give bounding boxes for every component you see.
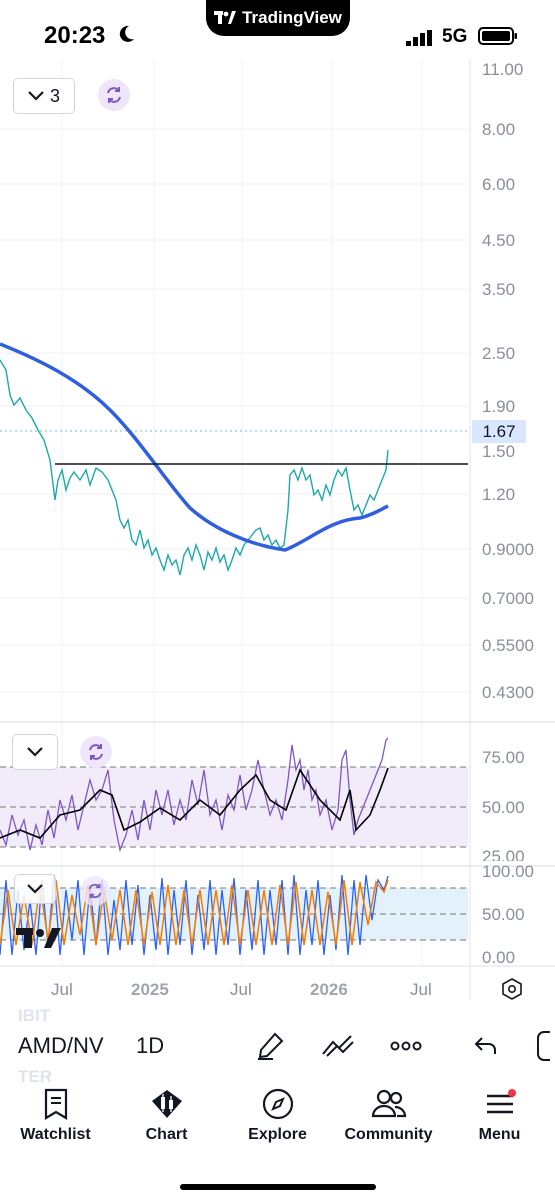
chevron-down-icon xyxy=(28,91,44,101)
interval-selector[interactable]: 1D xyxy=(136,1033,165,1058)
price-axis-label: 2.50 xyxy=(482,344,516,363)
nav-label: Explore xyxy=(248,1126,307,1143)
sync-icon xyxy=(89,744,103,760)
battery-icon xyxy=(478,27,517,45)
chart-icon xyxy=(151,1090,182,1118)
stoch-axis-label: 0.00 xyxy=(482,948,516,967)
price-line xyxy=(0,359,389,576)
rsi-ma-line xyxy=(0,767,389,839)
settings-icon[interactable] xyxy=(500,977,524,1001)
nav-community[interactable]: Community xyxy=(333,1088,444,1158)
layout-count: 3 xyxy=(49,85,60,106)
time-axis-label: Jul xyxy=(230,980,252,999)
time-axis-label: 2026 xyxy=(310,980,348,999)
undo-icon xyxy=(474,1037,496,1054)
fullscreen-icon xyxy=(536,1031,550,1061)
ghost-symbol-above: IBIT xyxy=(18,1006,51,1025)
more-icon xyxy=(390,1041,422,1051)
price-axis-label: 1.90 xyxy=(482,397,516,416)
symbol-selector[interactable]: AMD/NV xyxy=(18,1033,104,1058)
price-axis-label: 0.7000 xyxy=(482,589,534,608)
current-price-tag: 1.67 xyxy=(472,420,526,443)
tradingview-watermark-icon xyxy=(16,928,61,948)
watchlist-icon xyxy=(44,1088,67,1120)
sync-button[interactable] xyxy=(98,79,130,111)
sync-icon xyxy=(107,87,121,103)
nav-label: Chart xyxy=(145,1126,188,1143)
price-axis-label: 0.9000 xyxy=(482,540,534,559)
price-axis-label: 3.50 xyxy=(482,280,516,299)
chart-canvas[interactable] xyxy=(0,60,555,1000)
nav-watchlist[interactable]: Watchlist xyxy=(0,1088,111,1158)
nav-menu[interactable]: Menu xyxy=(444,1088,555,1158)
tradingview-logo-icon xyxy=(214,11,237,24)
app-pill[interactable]: TradingView xyxy=(206,0,350,36)
chevron-down-icon xyxy=(27,884,43,894)
rsi-axis-label: 75.00 xyxy=(482,748,525,767)
moving-average-line xyxy=(0,342,389,552)
rsi-pane-collapse[interactable] xyxy=(12,734,58,770)
more-button[interactable] xyxy=(388,1028,424,1064)
nav-label: Watchlist xyxy=(20,1126,91,1143)
fullscreen-button[interactable] xyxy=(532,1028,555,1064)
brush-tool-button[interactable] xyxy=(252,1028,288,1064)
trend-lines-button[interactable] xyxy=(320,1028,356,1064)
price-axis-label: 11.00 xyxy=(482,60,524,79)
menu-icon xyxy=(486,1089,516,1114)
rsi-axis-label: 50.00 xyxy=(482,798,525,817)
price-axis-label: 4.50 xyxy=(482,231,516,250)
trend-lines-icon xyxy=(322,1035,354,1057)
community-icon xyxy=(371,1089,406,1118)
signal-icon xyxy=(406,30,432,46)
rsi-sync-button[interactable] xyxy=(80,736,112,768)
rsi-line xyxy=(0,737,389,853)
moon-icon xyxy=(119,25,134,42)
price-axis-label: 0.5500 xyxy=(482,636,534,655)
nav-label: Menu xyxy=(478,1126,521,1143)
price-axis-label: 0.4300 xyxy=(482,683,534,702)
nav-label: Community xyxy=(344,1126,433,1143)
price-axis-label: 1.20 xyxy=(482,485,516,504)
home-indicator[interactable] xyxy=(180,1184,376,1190)
undo-button[interactable] xyxy=(468,1028,504,1064)
stoch-pane-collapse[interactable] xyxy=(14,874,56,904)
ghost-symbol-below: TER xyxy=(18,1067,52,1086)
stoch-d-line xyxy=(0,879,389,946)
brush-icon xyxy=(258,1032,284,1060)
chevron-down-icon xyxy=(27,747,43,757)
price-axis-label: 8.00 xyxy=(482,120,516,139)
stoch-axis-label: 50.00 xyxy=(482,905,525,924)
sync-icon xyxy=(88,883,102,899)
stoch-axis-label: 100.00 xyxy=(482,862,534,881)
status-time: 20:23 xyxy=(44,22,106,49)
time-axis-label: 2025 xyxy=(131,980,169,999)
app-pill-label: TradingView xyxy=(242,8,342,27)
compass-icon xyxy=(262,1088,293,1120)
rsi-axis-label: 25.00 xyxy=(482,847,525,861)
nav-chart[interactable]: Chart xyxy=(111,1088,222,1158)
nav-explore[interactable]: Explore xyxy=(222,1088,333,1158)
time-axis-label: Jul xyxy=(410,980,432,999)
price-axis-label: 1.50 xyxy=(482,442,516,461)
layout-selector[interactable]: 3 xyxy=(13,78,75,114)
time-axis-label: Jul xyxy=(51,980,73,999)
price-axis-label: 6.00 xyxy=(482,175,516,194)
stoch-sync-button[interactable] xyxy=(80,876,110,906)
network-type: 5G xyxy=(442,26,468,47)
